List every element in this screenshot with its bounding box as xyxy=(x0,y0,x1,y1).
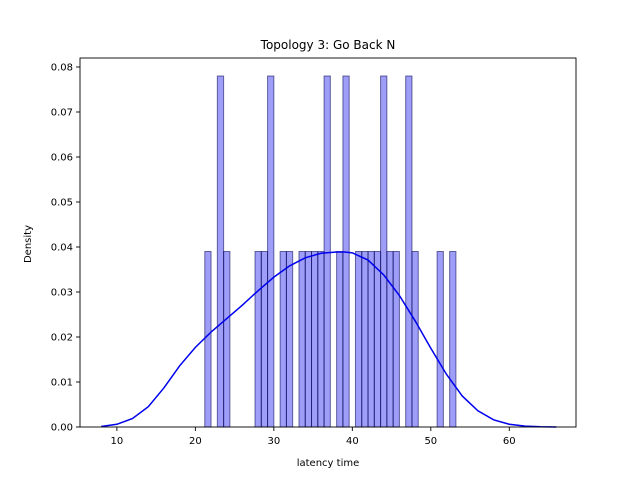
histogram-bar-24 xyxy=(436,251,444,428)
histogram-bar-13 xyxy=(336,251,344,428)
histogram-bar-23 xyxy=(411,251,419,428)
plot-frame xyxy=(79,57,577,428)
histogram-bar-12 xyxy=(323,75,331,428)
histogram-bar-7 xyxy=(285,251,294,428)
x-axis-label: latency time xyxy=(297,458,360,469)
kde-curve xyxy=(101,251,557,428)
histogram-bar-25 xyxy=(449,251,457,428)
y-tick-label-0: 0.00 xyxy=(51,423,73,434)
histogram-bar-21 xyxy=(392,251,400,428)
y-tick-label-8: 0.08 xyxy=(51,63,73,74)
histogram-bar-3 xyxy=(254,251,262,428)
histogram-bar-5 xyxy=(267,75,275,428)
y-tick-label-6: 0.06 xyxy=(51,153,73,164)
x-tick-label-4: 50 xyxy=(424,436,437,447)
histogram-bar-19 xyxy=(380,75,388,428)
histogram-bar-0 xyxy=(204,251,212,428)
x-axis-ticks: 10 20 30 40 50 60 xyxy=(111,427,516,447)
histogram-bar-8 xyxy=(298,251,306,428)
histogram-bar-2 xyxy=(223,251,231,428)
y-tick-label-2: 0.02 xyxy=(51,333,73,344)
histogram-bar-11 xyxy=(317,251,325,428)
chart-title: Topology 3: Go Back N xyxy=(260,38,396,52)
histogram-bar-10 xyxy=(311,251,319,428)
y-axis-label: Density xyxy=(23,225,34,263)
y-tick-label-3: 0.03 xyxy=(51,288,73,299)
y-tick-label-7: 0.07 xyxy=(51,108,73,119)
y-tick-label-4: 0.04 xyxy=(51,243,73,254)
histogram-bar-16 xyxy=(361,251,369,428)
y-tick-label-1: 0.01 xyxy=(51,378,73,389)
x-tick-label-3: 40 xyxy=(346,436,359,447)
histogram-bar-18 xyxy=(373,251,382,428)
x-tick-label-2: 30 xyxy=(267,436,280,447)
x-tick-label-5: 60 xyxy=(503,436,516,447)
histogram-bar-20 xyxy=(386,251,394,428)
x-tick-label-0: 10 xyxy=(111,436,124,447)
histogram-bar-4 xyxy=(260,251,269,428)
histogram-bar-17 xyxy=(367,251,375,428)
histogram-bar-9 xyxy=(304,251,313,428)
histogram-bar-1 xyxy=(216,75,225,428)
histogram-bar-6 xyxy=(279,251,287,428)
histogram-bars xyxy=(204,75,457,428)
histogram-bar-22 xyxy=(405,75,413,428)
histogram-bar-15 xyxy=(354,251,363,428)
x-tick-label-1: 20 xyxy=(189,436,202,447)
y-tick-label-5: 0.05 xyxy=(51,198,73,209)
y-axis-ticks: 0.00 0.01 0.02 0.03 0.04 0.05 0.06 0.07 0.08 xyxy=(51,63,80,434)
